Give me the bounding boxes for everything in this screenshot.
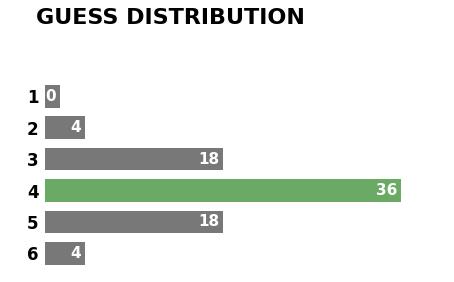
Text: GUESS DISTRIBUTION: GUESS DISTRIBUTION [36, 8, 305, 28]
Bar [45, 116, 85, 139]
Bar [45, 179, 401, 202]
Text: 0: 0 [46, 89, 56, 104]
Text: 36: 36 [375, 183, 397, 198]
Bar [45, 148, 223, 170]
Text: 18: 18 [198, 215, 219, 230]
Text: 4: 4 [70, 120, 81, 135]
Bar [45, 242, 85, 265]
Text: 4: 4 [70, 246, 81, 261]
Bar [45, 211, 223, 233]
Text: 18: 18 [198, 152, 219, 167]
Bar [45, 85, 60, 107]
